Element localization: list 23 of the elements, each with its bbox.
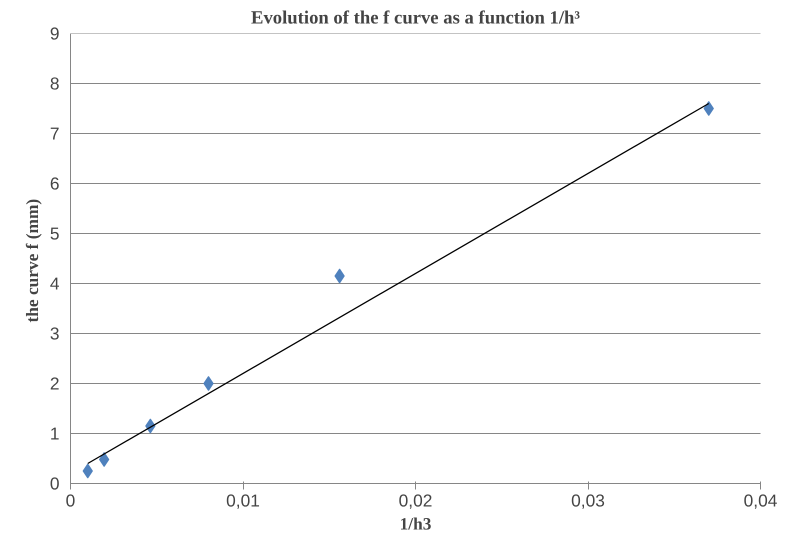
- y-tick-label: 4: [50, 274, 60, 294]
- y-tick-label: 9: [50, 24, 60, 44]
- y-tick-label: 7: [50, 124, 60, 144]
- point: [334, 268, 345, 284]
- x-tick-label: 0,02: [398, 490, 432, 510]
- y-tick-label: 2: [50, 374, 60, 394]
- x-axis-title: 1/h3: [400, 514, 432, 534]
- x-tick-label: 0,03: [571, 490, 605, 510]
- point: [82, 464, 93, 478]
- y-tick-label: 1: [50, 424, 60, 444]
- x-tick-label: 0,04: [744, 490, 778, 510]
- y-tick-label: 3: [50, 324, 60, 344]
- y-tick-label: 8: [50, 74, 60, 94]
- y-tick-label: 6: [50, 174, 60, 194]
- x-tick-label: 0,01: [226, 490, 260, 510]
- y-axis-title: the curve f (mm): [22, 198, 42, 322]
- chart-title: Evolution of the f curve as a function 1/h³: [251, 8, 580, 28]
- y-tick-label: 5: [50, 224, 60, 244]
- x-tick-label: 0: [66, 490, 76, 510]
- point: [98, 452, 110, 467]
- y-tick-label: 0: [50, 474, 60, 494]
- point: [203, 376, 214, 391]
- point: [704, 101, 714, 116]
